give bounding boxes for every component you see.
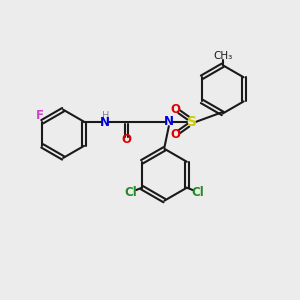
Text: N: N xyxy=(100,116,110,129)
Text: O: O xyxy=(122,134,131,146)
Text: S: S xyxy=(187,115,197,129)
Text: O: O xyxy=(171,103,181,116)
Text: Cl: Cl xyxy=(192,186,204,199)
Text: H: H xyxy=(102,111,109,122)
Text: Cl: Cl xyxy=(124,186,137,199)
Text: N: N xyxy=(164,115,174,128)
Text: O: O xyxy=(171,128,181,141)
Text: F: F xyxy=(36,109,44,122)
Text: CH₃: CH₃ xyxy=(213,51,233,61)
